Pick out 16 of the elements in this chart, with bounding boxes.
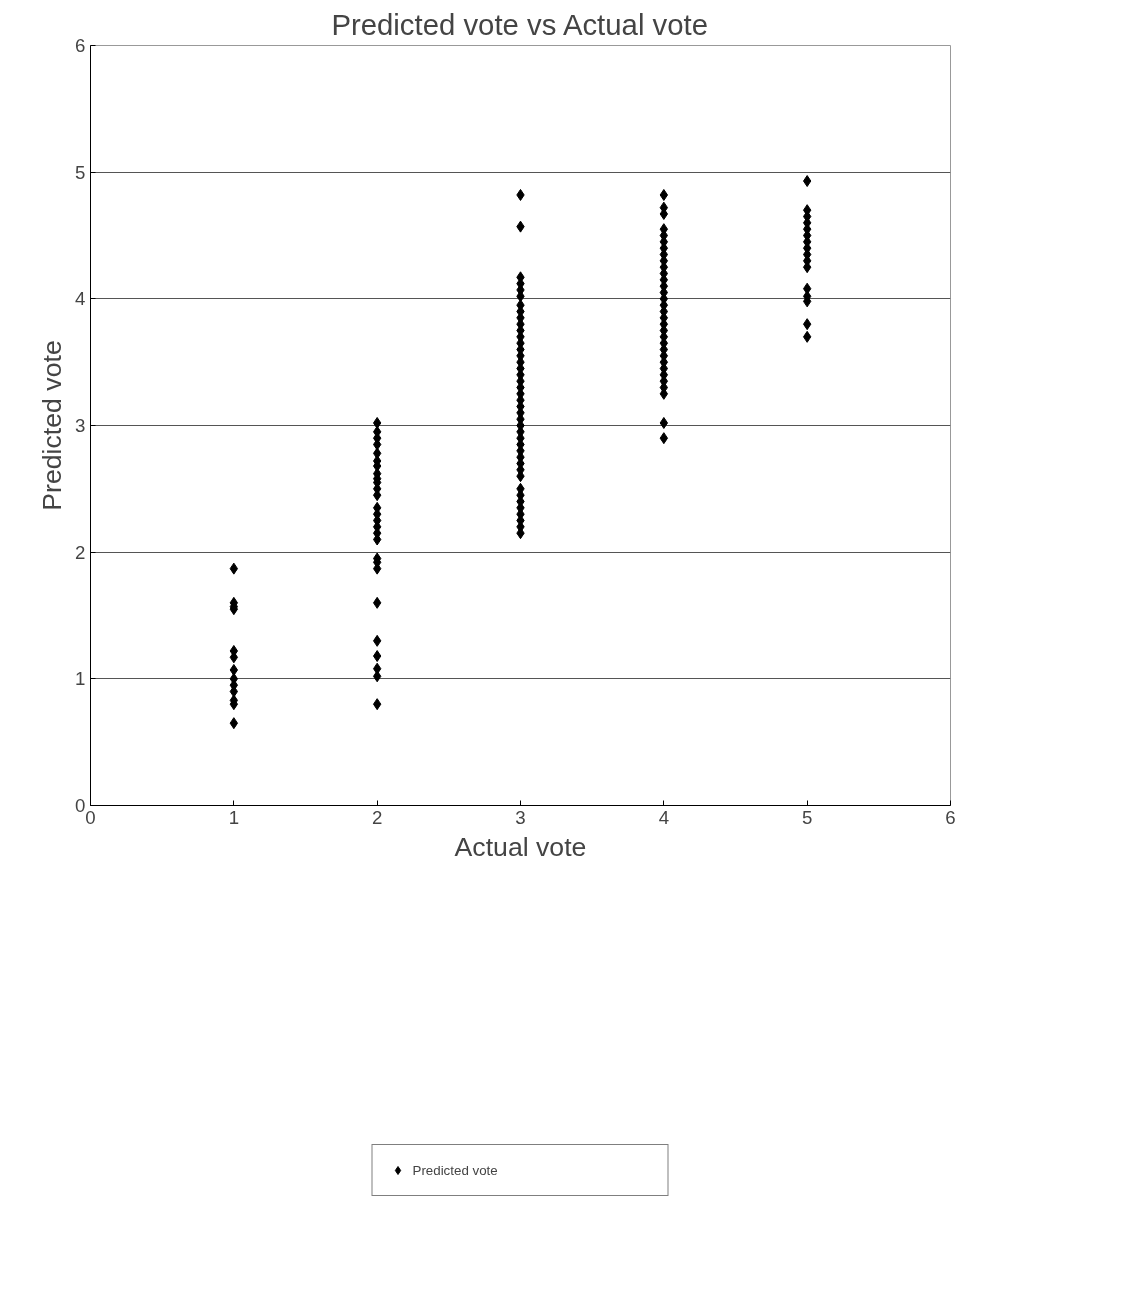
x-tick-label: 2 bbox=[371, 806, 383, 828]
y-axis-title: Predicted vote bbox=[37, 340, 68, 511]
legend-label: Predicted vote bbox=[412, 1162, 499, 1178]
y-tick-label: 3 bbox=[75, 415, 86, 436]
x-tick-label: 3 bbox=[515, 806, 526, 828]
x-axis-title: Actual vote bbox=[454, 831, 587, 862]
x-tick-label: 6 bbox=[945, 806, 956, 828]
y-tick-label: 1 bbox=[75, 668, 86, 690]
x-tick-label: 4 bbox=[658, 806, 670, 828]
x-tick-label: 1 bbox=[228, 806, 240, 828]
y-tick-label: 2 bbox=[75, 541, 86, 563]
chart-title: Predicted vote vs Actual vote bbox=[331, 7, 708, 41]
x-tick-label: 5 bbox=[801, 806, 813, 828]
y-tick-label: 5 bbox=[75, 161, 86, 183]
y-tick-label: 6 bbox=[75, 35, 86, 56]
y-tick-label: 4 bbox=[75, 288, 86, 310]
